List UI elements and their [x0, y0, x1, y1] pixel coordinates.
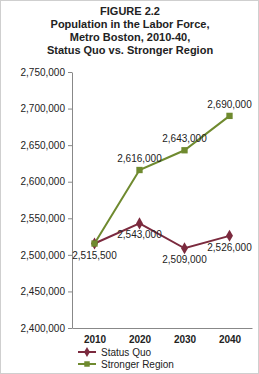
y-tick: 2,500,000	[21, 250, 73, 261]
y-tick: 2,400,000	[21, 323, 73, 334]
y-tick: 2,600,000	[21, 176, 73, 187]
x-tick: 2020	[129, 328, 152, 345]
data-labels: 2,515,5002,543,000 2,509,0002,526,000 2,61…	[72, 99, 252, 265]
x-axis: 2010 2020 2030 2040	[73, 328, 253, 345]
subtitle: Population in the Labor Force,	[51, 18, 210, 30]
y-tick-mark	[68, 145, 72, 146]
y-axis: 2,400,000 2,450,000 2,500,000 2,550,000 2,60…	[21, 67, 73, 334]
y-tick: 2,650,000	[21, 140, 73, 151]
y-tick-mark	[68, 291, 72, 292]
data-label: 2,616,000	[117, 153, 162, 164]
subtitle: Status Quo vs. Stronger Region	[47, 44, 214, 56]
x-tick-label: 2040	[219, 334, 242, 345]
y-tick-label: 2,600,000	[21, 176, 66, 187]
y-tick-mark	[68, 218, 72, 219]
point-marker	[226, 230, 233, 242]
point-marker	[136, 217, 143, 229]
x-axis-line	[73, 328, 253, 329]
y-tick-mark	[68, 182, 72, 183]
title: FIGURE 2.2	[100, 5, 160, 17]
data-label: 2,509,000	[162, 254, 207, 265]
x-tick-label: 2020	[129, 334, 152, 345]
point-marker	[91, 240, 97, 246]
point-marker	[181, 242, 188, 254]
point-marker	[181, 147, 187, 153]
plot-area	[91, 113, 233, 255]
legend-marker	[84, 361, 89, 366]
y-tick: 2,450,000	[21, 286, 73, 297]
legend-label: Status Quo	[101, 347, 151, 358]
y-tick-label: 2,650,000	[21, 140, 66, 151]
x-tick-label: 2030	[174, 334, 197, 345]
y-tick-label: 2,500,000	[21, 250, 66, 261]
data-label: 2,690,000	[207, 99, 252, 110]
y-tick-label: 2,450,000	[21, 286, 66, 297]
subtitle: Metro Boston, 2010-40,	[70, 31, 190, 43]
point-marker	[91, 237, 98, 249]
y-tick-mark	[68, 72, 72, 73]
x-tick: 2040	[219, 328, 242, 345]
y-tick: 2,550,000	[21, 213, 73, 224]
data-label: 2,643,000	[162, 133, 207, 144]
data-label: 2,515,500	[72, 250, 117, 261]
legend: Status QuoStronger Region	[78, 347, 174, 370]
point-marker	[136, 167, 142, 173]
x-tick: 2010	[84, 328, 107, 345]
data-label: 2,526,000	[207, 242, 252, 253]
legend-label: Stronger Region	[101, 359, 174, 370]
y-tick-mark	[68, 109, 72, 110]
y-tick-label: 2,750,000	[21, 67, 66, 78]
chart: FIGURE 2.2Population in the Labor Force,…	[0, 0, 259, 374]
y-tick: 2,750,000	[21, 67, 73, 78]
y-tick-label: 2,700,000	[21, 103, 66, 114]
y-tick-label: 2,550,000	[21, 213, 66, 224]
y-tick-label: 2,400,000	[21, 323, 66, 334]
x-tick-label: 2010	[84, 334, 107, 345]
y-tick: 2,700,000	[21, 103, 73, 114]
data-label: 2,543,000	[117, 229, 162, 240]
series-line	[95, 116, 230, 244]
y-tick-mark	[68, 328, 72, 329]
y-axis-line	[72, 73, 73, 329]
point-marker	[226, 113, 232, 119]
frame	[1, 1, 259, 374]
legend-marker	[84, 347, 90, 357]
x-tick: 2030	[174, 328, 197, 345]
